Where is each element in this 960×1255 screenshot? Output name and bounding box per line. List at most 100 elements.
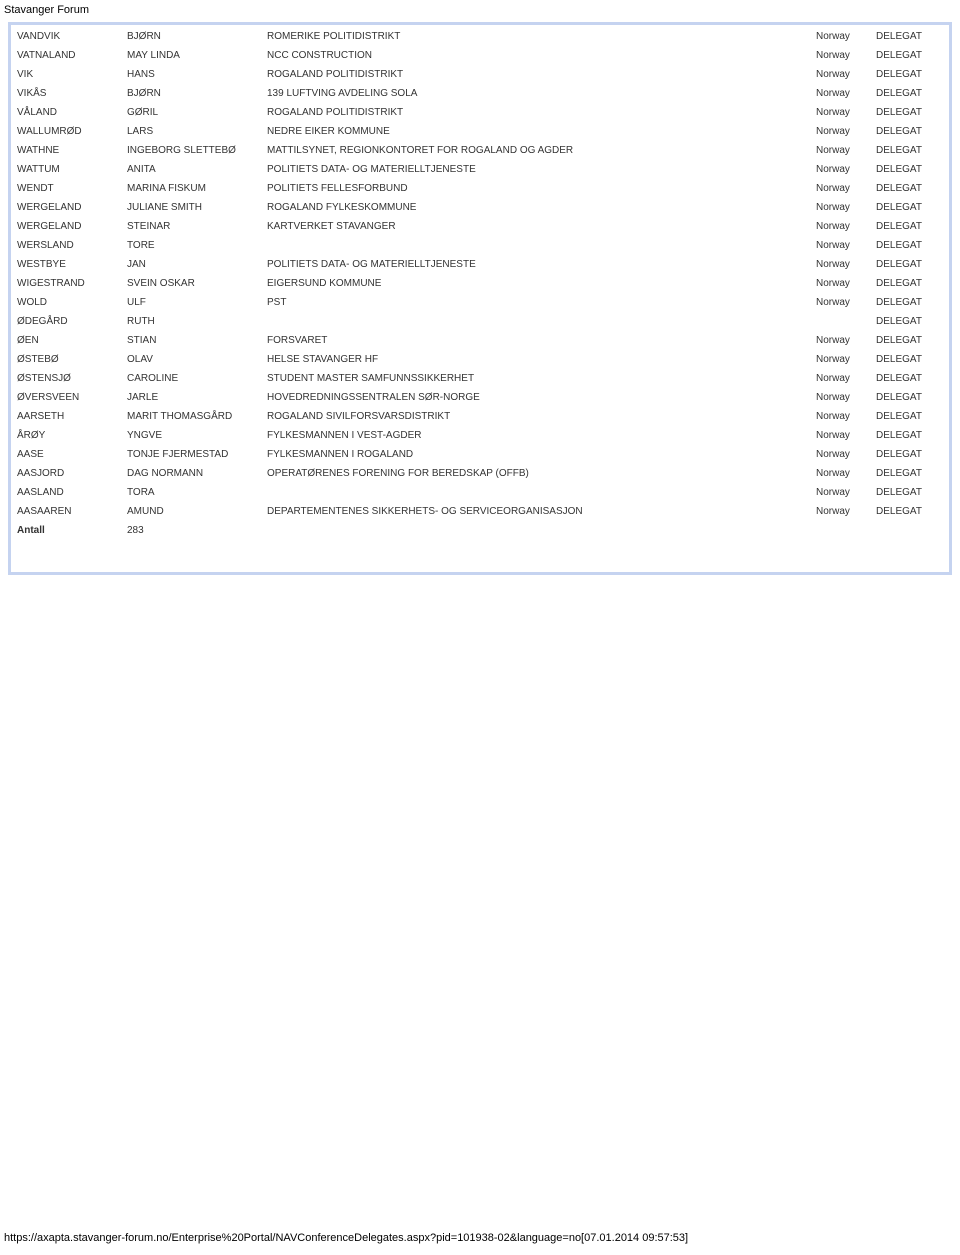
table-row: VATNALANDMAY LINDANCC CONSTRUCTIONNorway… — [13, 46, 947, 65]
col-role: DELEGAT — [872, 426, 947, 445]
col-role: DELEGAT — [872, 350, 947, 369]
col-organization: NCC CONSTRUCTION — [263, 46, 812, 65]
col-role: DELEGAT — [872, 407, 947, 426]
col-role: DELEGAT — [872, 483, 947, 502]
col-organization: 139 LUFTVING AVDELING SOLA — [263, 84, 812, 103]
col-country: Norway — [812, 160, 872, 179]
col-lastname: WIGESTRAND — [13, 274, 123, 293]
col-organization: POLITIETS FELLESFORBUND — [263, 179, 812, 198]
col-organization: HOVEDREDNINGSSENTRALEN SØR-NORGE — [263, 388, 812, 407]
col-lastname: VÅLAND — [13, 103, 123, 122]
col-firstname: CAROLINE — [123, 369, 263, 388]
table-row: VANDVIKBJØRNROMERIKE POLITIDISTRIKTNorwa… — [13, 27, 947, 46]
col-country: Norway — [812, 293, 872, 312]
table-row: AARSETHMARIT THOMASGÅRDROGALAND SIVILFOR… — [13, 407, 947, 426]
col-firstname: ULF — [123, 293, 263, 312]
col-firstname: TONJE FJERMESTAD — [123, 445, 263, 464]
col-organization: ROGALAND POLITIDISTRIKT — [263, 103, 812, 122]
col-organization: FYLKESMANNEN I ROGALAND — [263, 445, 812, 464]
col-country: Norway — [812, 483, 872, 502]
col-organization: POLITIETS DATA- OG MATERIELLTJENESTE — [263, 160, 812, 179]
col-role: DELEGAT — [872, 388, 947, 407]
col-country: Norway — [812, 255, 872, 274]
col-role: DELEGAT — [872, 502, 947, 521]
col-lastname: AARSETH — [13, 407, 123, 426]
col-country: Norway — [812, 274, 872, 293]
spacer-row — [13, 540, 947, 570]
col-lastname: AASE — [13, 445, 123, 464]
col-firstname: RUTH — [123, 312, 263, 331]
col-role: DELEGAT — [872, 293, 947, 312]
table-row: VÅLANDGØRILROGALAND POLITIDISTRIKTNorway… — [13, 103, 947, 122]
col-lastname: WATTUM — [13, 160, 123, 179]
col-lastname: ØSTENSJØ — [13, 369, 123, 388]
col-country: Norway — [812, 217, 872, 236]
col-country: Norway — [812, 445, 872, 464]
table-row: ØSTEBØOLAVHELSE STAVANGER HFNorwayDELEGA… — [13, 350, 947, 369]
col-organization: ROGALAND SIVILFORSVARSDISTRIKT — [263, 407, 812, 426]
table-row: ØVERSVEENJARLEHOVEDREDNINGSSENTRALEN SØR… — [13, 388, 947, 407]
col-firstname: STEINAR — [123, 217, 263, 236]
col-country: Norway — [812, 141, 872, 160]
col-role: DELEGAT — [872, 464, 947, 483]
col-country: Norway — [812, 350, 872, 369]
col-lastname: WALLUMRØD — [13, 122, 123, 141]
col-country: Norway — [812, 388, 872, 407]
table-row: AASJORDDAG NORMANNOPERATØRENES FORENING … — [13, 464, 947, 483]
col-organization: OPERATØRENES FORENING FOR BEREDSKAP (OFF… — [263, 464, 812, 483]
col-firstname: AMUND — [123, 502, 263, 521]
table-row: VIKÅSBJØRN139 LUFTVING AVDELING SOLANorw… — [13, 84, 947, 103]
col-organization: PST — [263, 293, 812, 312]
antall-value: 283 — [123, 521, 263, 540]
col-lastname: WATHNE — [13, 141, 123, 160]
col-firstname: DAG NORMANN — [123, 464, 263, 483]
col-country: Norway — [812, 179, 872, 198]
col-role: DELEGAT — [872, 236, 947, 255]
antall-label: Antall — [13, 521, 123, 540]
col-firstname: OLAV — [123, 350, 263, 369]
col-role: DELEGAT — [872, 27, 947, 46]
table-row: VIKHANSROGALAND POLITIDISTRIKTNorwayDELE… — [13, 65, 947, 84]
col-lastname: ØEN — [13, 331, 123, 350]
col-organization: HELSE STAVANGER HF — [263, 350, 812, 369]
col-lastname: AASLAND — [13, 483, 123, 502]
delegates-table: VANDVIKBJØRNROMERIKE POLITIDISTRIKTNorwa… — [13, 27, 947, 570]
col-firstname: MARINA FISKUM — [123, 179, 263, 198]
col-role: DELEGAT — [872, 160, 947, 179]
col-lastname: WENDT — [13, 179, 123, 198]
col-country: Norway — [812, 426, 872, 445]
table-row: AASAARENAMUNDDEPARTEMENTENES SIKKERHETS-… — [13, 502, 947, 521]
page-header-title: Stavanger Forum — [0, 0, 960, 18]
col-country: Norway — [812, 407, 872, 426]
table-row: ØSTENSJØCAROLINESTUDENT MASTER SAMFUNNSS… — [13, 369, 947, 388]
col-role: DELEGAT — [872, 217, 947, 236]
col-organization: MATTILSYNET, REGIONKONTORET FOR ROGALAND… — [263, 141, 812, 160]
col-lastname: AASJORD — [13, 464, 123, 483]
col-role: DELEGAT — [872, 445, 947, 464]
col-firstname: LARS — [123, 122, 263, 141]
col-organization: KARTVERKET STAVANGER — [263, 217, 812, 236]
col-country: Norway — [812, 84, 872, 103]
table-row: WERSLANDTORENorwayDELEGAT — [13, 236, 947, 255]
col-firstname: STIAN — [123, 331, 263, 350]
col-role: DELEGAT — [872, 46, 947, 65]
col-role: DELEGAT — [872, 179, 947, 198]
col-organization: NEDRE EIKER KOMMUNE — [263, 122, 812, 141]
col-country: Norway — [812, 103, 872, 122]
col-firstname: JAN — [123, 255, 263, 274]
col-role: DELEGAT — [872, 274, 947, 293]
col-lastname: ØDEGÅRD — [13, 312, 123, 331]
col-country: Norway — [812, 46, 872, 65]
table-row: WERGELANDSTEINARKARTVERKET STAVANGERNorw… — [13, 217, 947, 236]
col-organization: ROMERIKE POLITIDISTRIKT — [263, 27, 812, 46]
col-firstname: JULIANE SMITH — [123, 198, 263, 217]
col-firstname: JARLE — [123, 388, 263, 407]
col-firstname: TORA — [123, 483, 263, 502]
col-organization — [263, 483, 812, 502]
col-firstname: YNGVE — [123, 426, 263, 445]
col-organization: FORSVARET — [263, 331, 812, 350]
col-country: Norway — [812, 464, 872, 483]
col-lastname: AASAAREN — [13, 502, 123, 521]
col-firstname: MARIT THOMASGÅRD — [123, 407, 263, 426]
table-row: WATHNEINGEBORG SLETTEBØMATTILSYNET, REGI… — [13, 141, 947, 160]
